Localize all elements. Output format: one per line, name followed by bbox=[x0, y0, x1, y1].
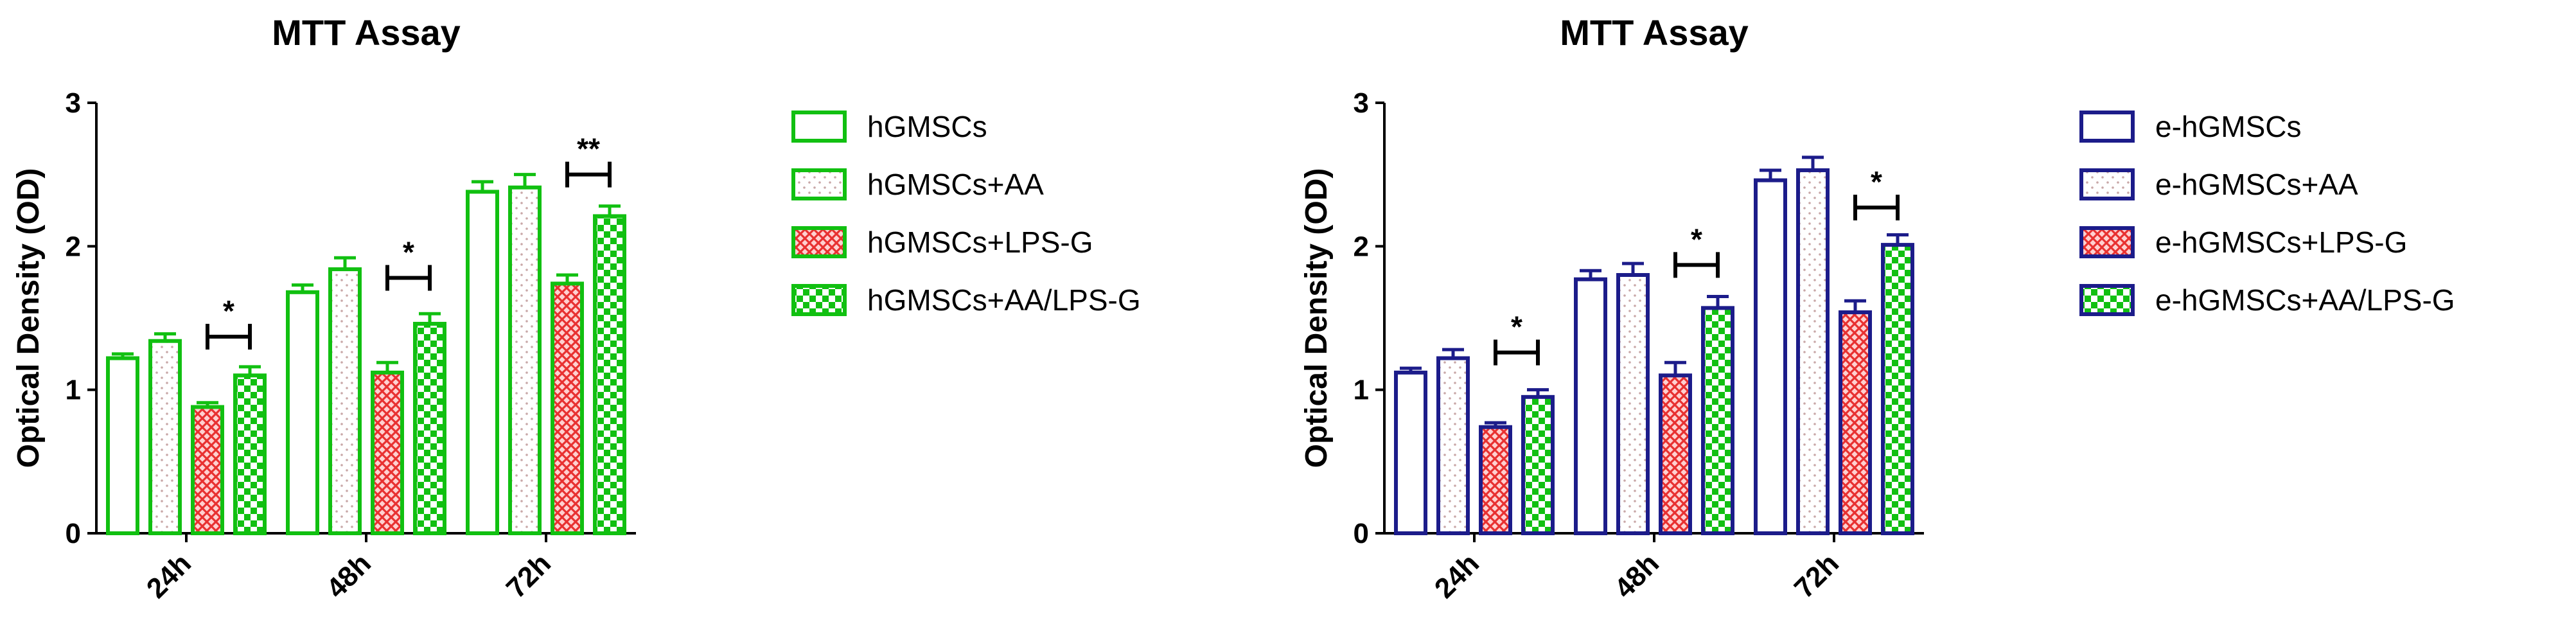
y-tick-label: 0 bbox=[66, 518, 81, 549]
legend-swatch bbox=[2079, 168, 2135, 200]
x-tick-label: 24h bbox=[141, 547, 197, 604]
significance-label: * bbox=[223, 294, 234, 328]
x-tick-label: 24h bbox=[1429, 547, 1485, 604]
legend-label: e-hGMSCs+LPS-G bbox=[2155, 226, 2407, 259]
bar bbox=[328, 267, 362, 535]
significance-label: * bbox=[1691, 222, 1702, 256]
bar bbox=[286, 290, 319, 535]
y-axis-label: Optical Density (OD) bbox=[1300, 168, 1334, 468]
y-tick-label: 0 bbox=[1354, 518, 1369, 549]
bar bbox=[1754, 178, 1787, 536]
x-tick-label: 48h bbox=[1609, 547, 1665, 604]
bar bbox=[191, 405, 224, 536]
legend-swatch bbox=[2079, 226, 2135, 258]
bar bbox=[371, 370, 404, 535]
bar bbox=[1701, 306, 1734, 535]
x-tick-label: 72h bbox=[1788, 547, 1845, 604]
mtt-chart-hgmscs: MTT Assay Optical Density (OD) 0 1 2 3 24h 48h 7… bbox=[0, 0, 1288, 626]
mtt-chart-e-hgmscs: MTT Assay Optical Density (OD) 0 1 2 3 24h 48h 7… bbox=[1288, 0, 2576, 626]
bar bbox=[466, 190, 499, 535]
bar bbox=[233, 373, 267, 535]
y-tick-label: 2 bbox=[66, 231, 81, 262]
bar bbox=[1796, 168, 1830, 535]
x-tick-label: 48h bbox=[321, 547, 377, 604]
bar bbox=[551, 281, 584, 535]
bar bbox=[1881, 243, 1914, 535]
y-tick-label: 3 bbox=[66, 87, 81, 119]
significance-label: * bbox=[403, 235, 414, 269]
legend-swatch bbox=[791, 284, 847, 316]
bar bbox=[1436, 356, 1470, 535]
bar bbox=[1394, 370, 1427, 535]
significance-label: * bbox=[1511, 310, 1522, 344]
legend-label: e-hGMSCs+AA bbox=[2155, 168, 2358, 201]
legend-label: hGMSCs+AA/LPS-G bbox=[867, 283, 1141, 317]
significance-label: * bbox=[1871, 165, 1882, 199]
chart-title: MTT Assay bbox=[272, 12, 461, 53]
bar bbox=[106, 356, 139, 535]
legend-label: e-hGMSCs+AA/LPS-G bbox=[2155, 283, 2455, 317]
y-tick-label: 1 bbox=[66, 375, 81, 406]
bar bbox=[1616, 273, 1650, 535]
legend-label: hGMSCs+LPS-G bbox=[867, 226, 1093, 259]
bar bbox=[593, 214, 626, 535]
bar bbox=[1479, 425, 1512, 535]
legend-swatch bbox=[2079, 111, 2135, 143]
chart-title: MTT Assay bbox=[1560, 12, 1749, 53]
legend-swatch bbox=[791, 226, 847, 258]
bar bbox=[1659, 373, 1692, 535]
legend-label: e-hGMSCs bbox=[2155, 110, 2301, 143]
legend-swatch bbox=[791, 111, 847, 143]
bar bbox=[413, 321, 446, 535]
significance-label: ** bbox=[577, 132, 600, 166]
bar bbox=[1521, 394, 1555, 535]
bar bbox=[1574, 277, 1607, 535]
chart-e-hgmscs-svg: MTT Assay Optical Density (OD) 0 1 2 3 24h 48h 7… bbox=[1300, 12, 2455, 605]
y-tick-label: 1 bbox=[1354, 375, 1369, 406]
bar bbox=[148, 339, 182, 535]
y-tick-label: 3 bbox=[1354, 87, 1369, 119]
legend-swatch bbox=[2079, 284, 2135, 316]
legend-swatch bbox=[791, 168, 847, 200]
y-tick-label: 2 bbox=[1354, 231, 1369, 262]
x-tick-label: 72h bbox=[500, 547, 557, 604]
bar bbox=[508, 185, 542, 535]
legend-label: hGMSCs+AA bbox=[867, 168, 1044, 201]
chart-hgmscs-svg: MTT Assay Optical Density (OD) 0 1 2 3 24h 48h 7… bbox=[12, 12, 1141, 605]
bar bbox=[1839, 310, 1872, 535]
y-axis-label: Optical Density (OD) bbox=[12, 168, 46, 468]
legend-label: hGMSCs bbox=[867, 110, 987, 143]
